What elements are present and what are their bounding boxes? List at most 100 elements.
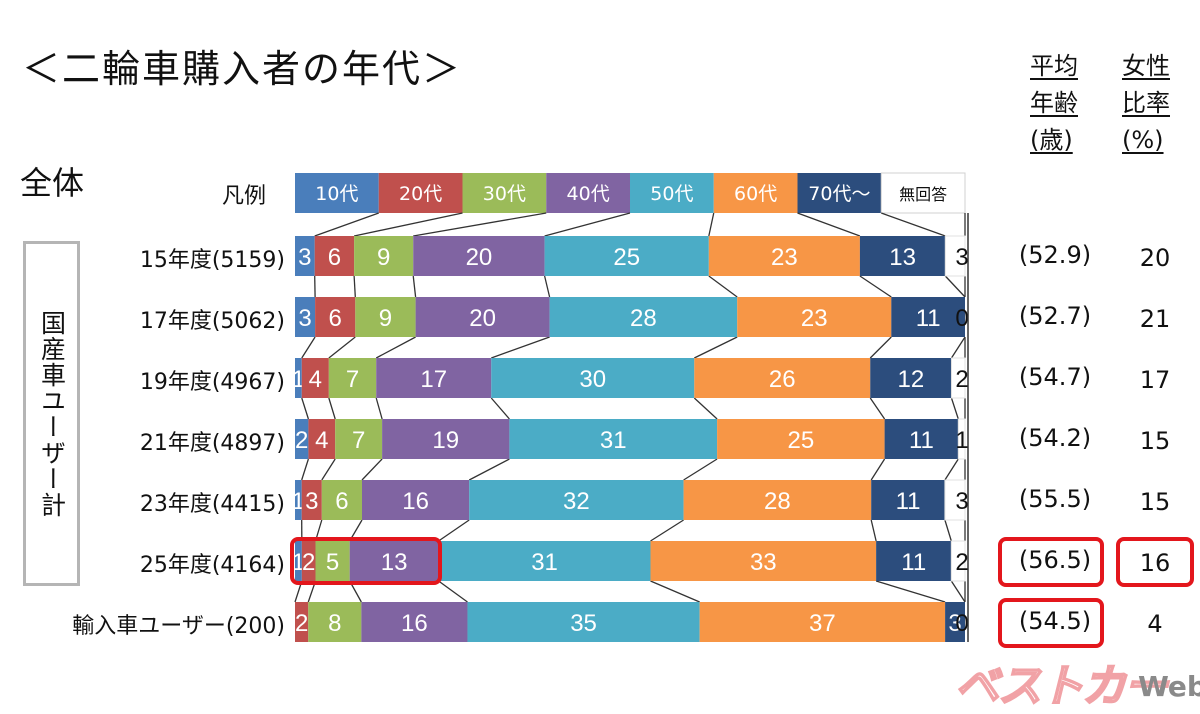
data-label-70s-plus: 11 xyxy=(909,427,934,454)
highlight-box-female-ratio xyxy=(1116,537,1194,587)
legend-label-70s-plus: 70代～ xyxy=(808,183,870,205)
data-label-20s: 4 xyxy=(315,427,328,454)
connector-line xyxy=(491,337,549,358)
connector-line xyxy=(945,459,958,480)
data-label-10s: 3 xyxy=(298,244,311,271)
connector-line xyxy=(439,520,470,541)
connector-line xyxy=(871,520,876,541)
data-label-no-answer: 2 xyxy=(955,366,968,393)
connector-line xyxy=(709,276,737,297)
row-label: 25年度(4164) xyxy=(140,547,285,579)
data-label-60s: 23 xyxy=(801,305,828,332)
data-label-30s: 9 xyxy=(379,305,392,332)
data-label-60s: 37 xyxy=(809,610,836,637)
data-label-50s: 28 xyxy=(630,305,657,332)
connector-line xyxy=(302,337,315,358)
data-label-20s: 6 xyxy=(328,244,341,271)
data-label-40s: 16 xyxy=(401,610,428,637)
female-ratio-value: 21 xyxy=(1125,305,1185,333)
legend-label-40s: 40代 xyxy=(567,183,610,205)
connector-line xyxy=(491,398,509,419)
connector-line xyxy=(870,337,891,358)
row-label: 17年度(5062) xyxy=(140,303,285,335)
connector-line xyxy=(302,459,309,480)
connector-line xyxy=(860,276,891,297)
data-label-50s: 30 xyxy=(579,366,606,393)
data-label-50s: 31 xyxy=(531,549,558,576)
data-label-30s: 7 xyxy=(352,427,365,454)
highlight-box-avg-age xyxy=(998,598,1104,648)
connector-line xyxy=(376,398,382,419)
data-label-no-answer: 2 xyxy=(955,549,968,576)
connector-line xyxy=(871,459,884,480)
connector-line xyxy=(302,398,309,419)
watermark-logo: ベストカー xyxy=(955,650,1166,714)
highlight-box-bar xyxy=(290,537,442,585)
connector-line xyxy=(362,459,382,480)
legend-label-60s: 60代 xyxy=(734,183,777,205)
data-label-20s: 3 xyxy=(305,488,318,515)
data-label-no-answer: 3 xyxy=(955,244,968,271)
connector-line xyxy=(545,213,630,236)
female-ratio-value: 4 xyxy=(1125,610,1185,638)
connector-line xyxy=(709,213,714,236)
data-label-50s: 25 xyxy=(613,244,640,271)
data-label-10s: 2 xyxy=(295,427,308,454)
data-label-40s: 16 xyxy=(402,488,429,515)
data-label-no-answer: 1 xyxy=(955,427,968,454)
connector-line xyxy=(354,276,355,297)
connector-line xyxy=(651,520,684,541)
connector-line xyxy=(469,459,509,480)
row-label: 19年度(4967) xyxy=(140,364,285,396)
data-label-70s-plus: 11 xyxy=(896,488,921,515)
avg-age-value: (52.9) xyxy=(1005,241,1105,269)
connector-line xyxy=(329,398,335,419)
female-ratio-value: 20 xyxy=(1125,244,1185,272)
watermark-web: Web xyxy=(1138,670,1200,703)
connector-line xyxy=(951,398,958,419)
connector-line xyxy=(545,276,550,297)
data-label-70s-plus: 12 xyxy=(898,366,925,393)
data-label-60s: 23 xyxy=(771,244,798,271)
data-label-40s: 20 xyxy=(466,244,493,271)
legend-label-50s: 50代 xyxy=(650,183,693,205)
connector-line xyxy=(413,276,415,297)
connector-line xyxy=(651,581,700,602)
data-label-no-answer: 0 xyxy=(955,305,968,332)
row-label: 21年度(4897) xyxy=(140,425,285,457)
data-label-50s: 31 xyxy=(600,427,627,454)
legend-label-10s: 10代 xyxy=(315,183,358,205)
data-label-70s-plus: 11 xyxy=(916,305,941,332)
connector-line xyxy=(684,459,718,480)
data-label-40s: 19 xyxy=(432,427,459,454)
data-label-30s: 8 xyxy=(328,610,341,637)
legend-label-20s: 20代 xyxy=(399,183,442,205)
row-label: 輸入車ユーザー(200) xyxy=(72,608,285,640)
data-label-40s: 20 xyxy=(469,305,496,332)
row-label: 23年度(4415) xyxy=(140,486,285,518)
female-ratio-value: 15 xyxy=(1125,488,1185,516)
connector-line xyxy=(881,213,945,236)
data-label-no-answer: 0 xyxy=(955,610,968,637)
data-label-40s: 17 xyxy=(420,366,447,393)
female-ratio-value: 15 xyxy=(1125,427,1185,455)
data-label-60s: 26 xyxy=(769,366,796,393)
female-ratio-value: 17 xyxy=(1125,366,1185,394)
row-label: 15年度(5159) xyxy=(140,242,285,274)
avg-age-value: (54.7) xyxy=(1005,363,1105,391)
connector-line xyxy=(876,581,945,602)
connector-line xyxy=(694,398,717,419)
avg-age-value: (55.5) xyxy=(1005,485,1105,513)
connector-line xyxy=(798,213,860,236)
connector-line xyxy=(951,337,965,358)
connector-line xyxy=(694,337,737,358)
data-label-30s: 9 xyxy=(377,244,390,271)
data-label-50s: 35 xyxy=(570,610,597,637)
data-label-30s: 6 xyxy=(335,488,348,515)
connector-line xyxy=(413,213,546,236)
connector-line xyxy=(945,276,965,297)
data-label-20s: 2 xyxy=(295,610,308,637)
data-label-50s: 32 xyxy=(563,488,590,515)
connector-line xyxy=(376,337,415,358)
data-label-60s: 25 xyxy=(787,427,814,454)
